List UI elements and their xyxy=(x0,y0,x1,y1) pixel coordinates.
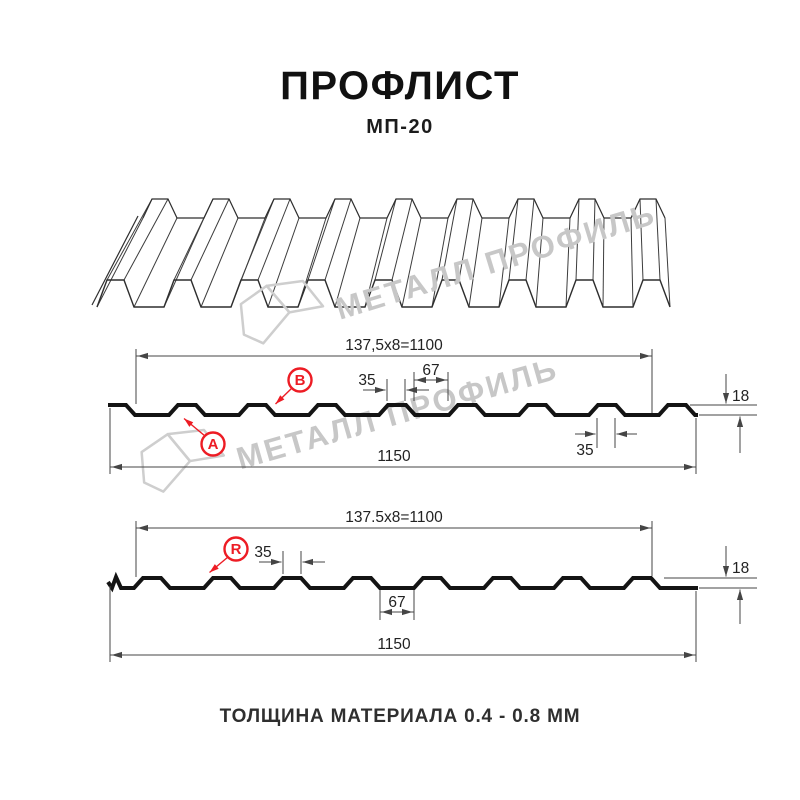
sheet-3d-rib-edge-line xyxy=(602,217,605,308)
dim-valley-width: 67 xyxy=(379,590,415,620)
callout-circle xyxy=(287,367,313,393)
page-title: ПРОФЛИСТ xyxy=(280,64,520,108)
sheet-3d-rib-edge-line xyxy=(575,198,580,281)
sheet-3d-rib-edge-line xyxy=(163,217,205,308)
metall-profil-logo-icon xyxy=(140,432,192,493)
sheet-3d-rib-edge-line xyxy=(401,217,422,308)
cross-section-bottom: 137.5x8=1100 35 67 xyxy=(106,509,757,662)
sheet-3d-rib-edge-line xyxy=(535,217,544,308)
sheet-3d-rib-edge-line xyxy=(190,198,230,281)
callout-arrow xyxy=(183,417,206,437)
dim-label: 35 xyxy=(254,544,271,561)
sheet-3d-rib-edge-line xyxy=(468,217,483,308)
dim-label: 67 xyxy=(422,362,439,379)
profile-outline xyxy=(106,571,698,593)
dim-label: 18 xyxy=(732,388,749,405)
sheet-3d-rib-edge-line xyxy=(458,198,474,281)
material-thickness-note: ТОЛЩИНА МАТЕРИАЛА 0.4 - 0.8 ММ xyxy=(219,706,581,727)
sheet-3d-rib-edge-line xyxy=(96,217,144,308)
sheet-3d-rib-edge-line xyxy=(324,198,352,281)
page-subtitle: МП-20 xyxy=(366,116,434,138)
sheet-3d-left-cut-edge xyxy=(91,215,139,306)
sheet-3d-rib-edge-line xyxy=(297,217,327,308)
dim-label: 67 xyxy=(388,594,405,611)
sheet-3d-rib-edge-line xyxy=(334,217,361,308)
callout-r: R xyxy=(209,536,249,574)
dim-overall-width: 1150 xyxy=(109,586,697,662)
dim-valley-width: 67 xyxy=(413,362,449,401)
sheet-3d-rib-edge-line xyxy=(106,198,153,281)
dim-label: 137,5x8=1100 xyxy=(345,337,443,354)
sheet-3d-rib-edge-line xyxy=(525,198,535,281)
sheet-3d-view xyxy=(91,198,671,308)
metall-profil-logo-icon xyxy=(239,284,291,345)
sheet-3d-rib-edge-line xyxy=(257,198,291,281)
dim-label: 35 xyxy=(576,442,593,459)
dim-rib-top-width: 35 xyxy=(358,372,429,401)
dim-coverage-width: 137.5x8=1100 xyxy=(135,509,653,577)
watermark-upper: МЕТАЛЛ ПРОФИЛЬ xyxy=(239,196,660,345)
sheet-3d-rib-edge-line xyxy=(630,217,634,308)
dim-label: 18 xyxy=(732,560,749,577)
dim-profile-height: 18 xyxy=(664,546,757,624)
callout-circle xyxy=(200,431,226,457)
sheet-3d-rib-edge-line xyxy=(431,217,449,308)
dim-profile-height: 18 xyxy=(690,374,757,453)
cross-section-top: 137,5x8=1100 35 67 xyxy=(108,337,757,474)
sheet-3d-rib-edge-line xyxy=(391,198,413,281)
dim-label: 1150 xyxy=(377,636,411,653)
sheet-3d-rib-edge-line xyxy=(639,198,644,281)
dim-rib-top-width: 35 xyxy=(254,544,325,574)
sheet-3d-rib-edge-line xyxy=(664,217,671,308)
dim-label: 35 xyxy=(358,372,375,389)
callout-a: A xyxy=(183,417,226,457)
sheet-3d-rib-edge-line xyxy=(441,198,458,281)
sheet-3d-rib-edge-line xyxy=(240,198,275,281)
sheet-3d-rib-edge-line xyxy=(565,217,571,308)
sheet-3d-rib-edge-line xyxy=(592,198,596,281)
sheet-3d-rib-edge-line xyxy=(655,198,661,281)
dim-label: 137.5x8=1100 xyxy=(345,509,443,526)
callout-arrow xyxy=(209,556,229,574)
sheet-3d-rib-edge-line xyxy=(200,217,239,308)
callout-arrow xyxy=(275,387,293,405)
sheet-3d-rib-edge-line xyxy=(364,217,388,308)
callout-b: B xyxy=(275,367,313,405)
dim-label: 1150 xyxy=(377,448,411,465)
sheet-3d-back-profile-edge xyxy=(142,198,666,219)
callout-letter: B xyxy=(295,372,306,389)
callout-letter: A xyxy=(208,436,219,453)
callout-circle xyxy=(223,536,249,562)
metall-profil-logo-icon xyxy=(166,428,226,463)
dim-overall-width: 1150 xyxy=(109,408,697,474)
sheet-3d-front-profile-edge xyxy=(96,279,671,308)
sheet-3d-rib-edge-line xyxy=(123,198,169,281)
sheet-3d-rib-edge-line xyxy=(498,217,510,308)
sheet-3d-rib-edge-line xyxy=(374,198,397,281)
sheet-3d-rib-edge-line xyxy=(307,198,336,281)
profile-outline xyxy=(108,403,698,417)
sheet-3d-rib-edge-line xyxy=(133,217,178,308)
dim-coverage-width: 137,5x8=1100 xyxy=(135,337,653,413)
callout-letter: R xyxy=(231,541,242,558)
dim-rib-bottom-width: 35 xyxy=(575,418,637,459)
sheet-3d-rib-edge-line xyxy=(508,198,519,281)
metall-profil-logo-icon xyxy=(265,279,325,314)
